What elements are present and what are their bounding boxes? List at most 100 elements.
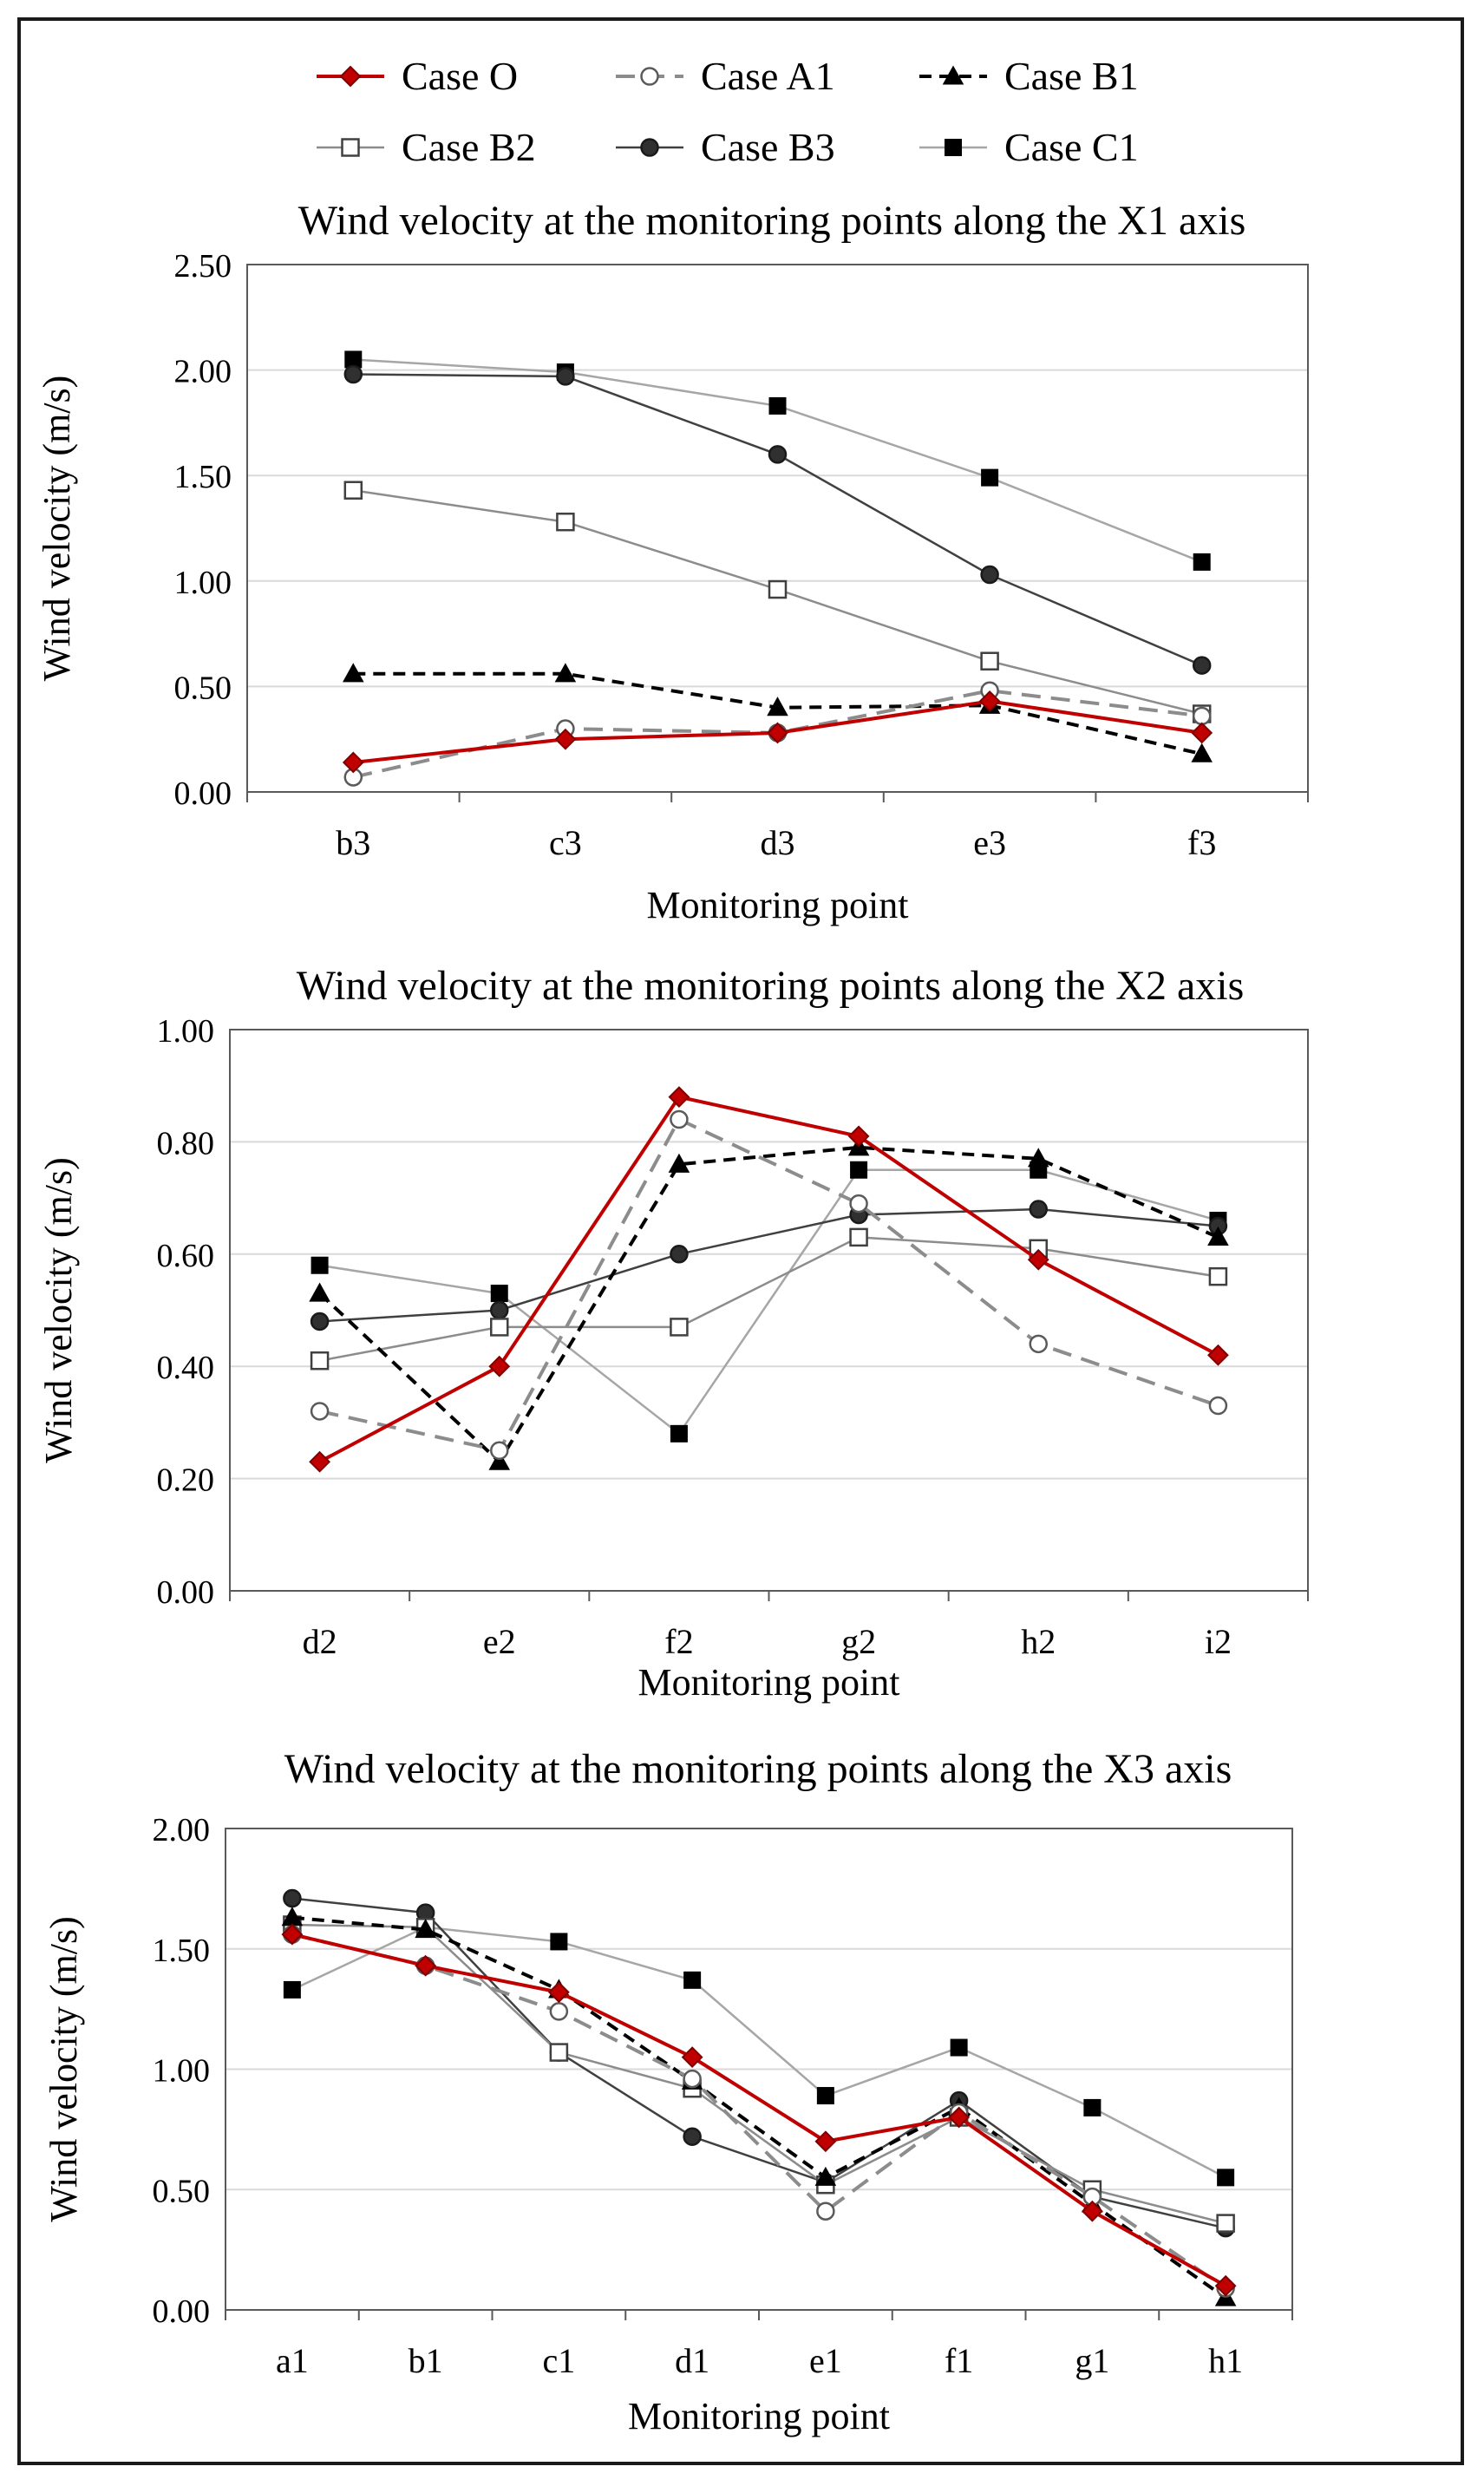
data-point [1192,656,1212,675]
data-point [683,2127,702,2146]
series-line [291,1933,1227,2290]
series-line [319,1117,1219,1453]
data-point [1193,553,1211,571]
data-point [849,1194,868,1214]
y-tick-label: 1.00 [174,565,232,601]
data-point [415,1954,437,1977]
series-line [291,1915,1227,2300]
data-point [1207,1344,1229,1366]
legend: Case O Case A1 Case B1 Case B2 Case B3 Case C… [317,54,1139,169]
y-tick-label: 2.00 [153,1812,211,1848]
figure-frame [17,17,1464,2465]
data-point [814,2130,837,2153]
data-point [283,1888,302,1908]
x-tick-label: f2 [664,1622,693,1661]
y-tick-label: 0.40 [157,1350,215,1386]
legend-marker [341,138,360,157]
series-line [318,1145,1219,1464]
data-point [948,2106,971,2129]
data-point [490,1285,508,1303]
series-case-b3 [310,1200,1228,1331]
data-point [1214,2274,1237,2297]
plot-area [246,264,1309,793]
x-tick-label: d2 [303,1622,337,1661]
legend-marker [942,65,964,85]
x-tick-label: c1 [542,2341,575,2380]
series-case-a1 [310,1109,1228,1460]
x-tick-label: d1 [675,2341,709,2380]
legend-item-case-b1: Case B1 [919,54,1139,98]
data-point [311,1256,329,1274]
data-point [1192,706,1212,726]
data-point [490,1441,509,1460]
series-line [291,1933,1227,2287]
data-point [847,1125,870,1148]
data-point [1208,1396,1228,1416]
series-line [319,1207,1219,1323]
data-point [670,1318,689,1337]
legend-marker [339,65,362,88]
x-tick-label: g2 [841,1622,876,1661]
x-tick-label: a1 [276,2341,309,2380]
series-case-b1 [309,1136,1229,1470]
data-point [1208,1266,1228,1286]
data-point [683,2069,702,2089]
y-tick-label: 1.50 [174,459,232,495]
data-point [681,2046,703,2069]
legend-item-case-b2: Case B2 [317,125,536,169]
chart-x2-axis: Wind velocity at the monitoring points a… [37,963,1309,1704]
data-point [309,1450,330,1473]
data-point [343,364,363,384]
series-line [318,1095,1219,1463]
x-axis-label: Monitoring point [638,1661,900,1704]
data-point [1217,2169,1235,2187]
x-axis-label: Monitoring point [647,884,909,926]
y-axis-label: Wind velocity (m/s) [42,1916,85,2222]
x-tick-label: h2 [1021,1622,1056,1661]
data-point [768,396,787,415]
y-tick-label: 1.00 [157,1013,215,1050]
y-axis-label: Wind velocity (m/s) [37,1157,80,1463]
data-point [549,2043,569,2062]
data-point [1191,722,1213,744]
data-point [950,2038,968,2057]
data-point [1216,2214,1235,2233]
chart-title: Wind velocity at the monitoring points a… [284,1746,1232,1792]
data-point [1029,1334,1048,1354]
data-point [670,1424,688,1443]
legend-marker [640,67,659,86]
x-tick-label: f1 [945,2341,973,2380]
legend-item-case-o: Case O [317,54,518,98]
legend-label: Case B3 [701,125,835,169]
data-point [849,1227,868,1247]
data-point [556,512,575,532]
data-point [980,651,999,671]
data-point [1207,1226,1229,1246]
data-point [310,1351,330,1371]
data-point [343,481,363,500]
legend-marker [640,138,659,157]
x-tick-label: h1 [1208,2341,1243,2380]
x-tick-label: g1 [1075,2341,1109,2380]
legend-label: Case A1 [701,54,835,98]
data-point [310,1402,330,1421]
data-point [1083,2098,1102,2116]
series-line [353,488,1203,716]
data-point [283,1980,301,1999]
series-line [291,1897,1226,2229]
series-line [291,1926,1226,2179]
legend-label: Case O [402,54,518,98]
series-line [319,1236,1219,1362]
data-point [816,2087,834,2105]
data-point [668,1086,690,1109]
data-point [1081,2200,1103,2222]
x-tick-label: e1 [809,2341,842,2380]
data-point [556,367,575,386]
y-tick-label: 0.20 [157,1462,215,1499]
series-case-b2 [310,1227,1228,1371]
y-axis-label: Wind velocity (m/s) [36,376,78,682]
data-point [767,722,788,744]
data-point [549,2002,569,2021]
x-tick-label: d3 [761,823,795,862]
